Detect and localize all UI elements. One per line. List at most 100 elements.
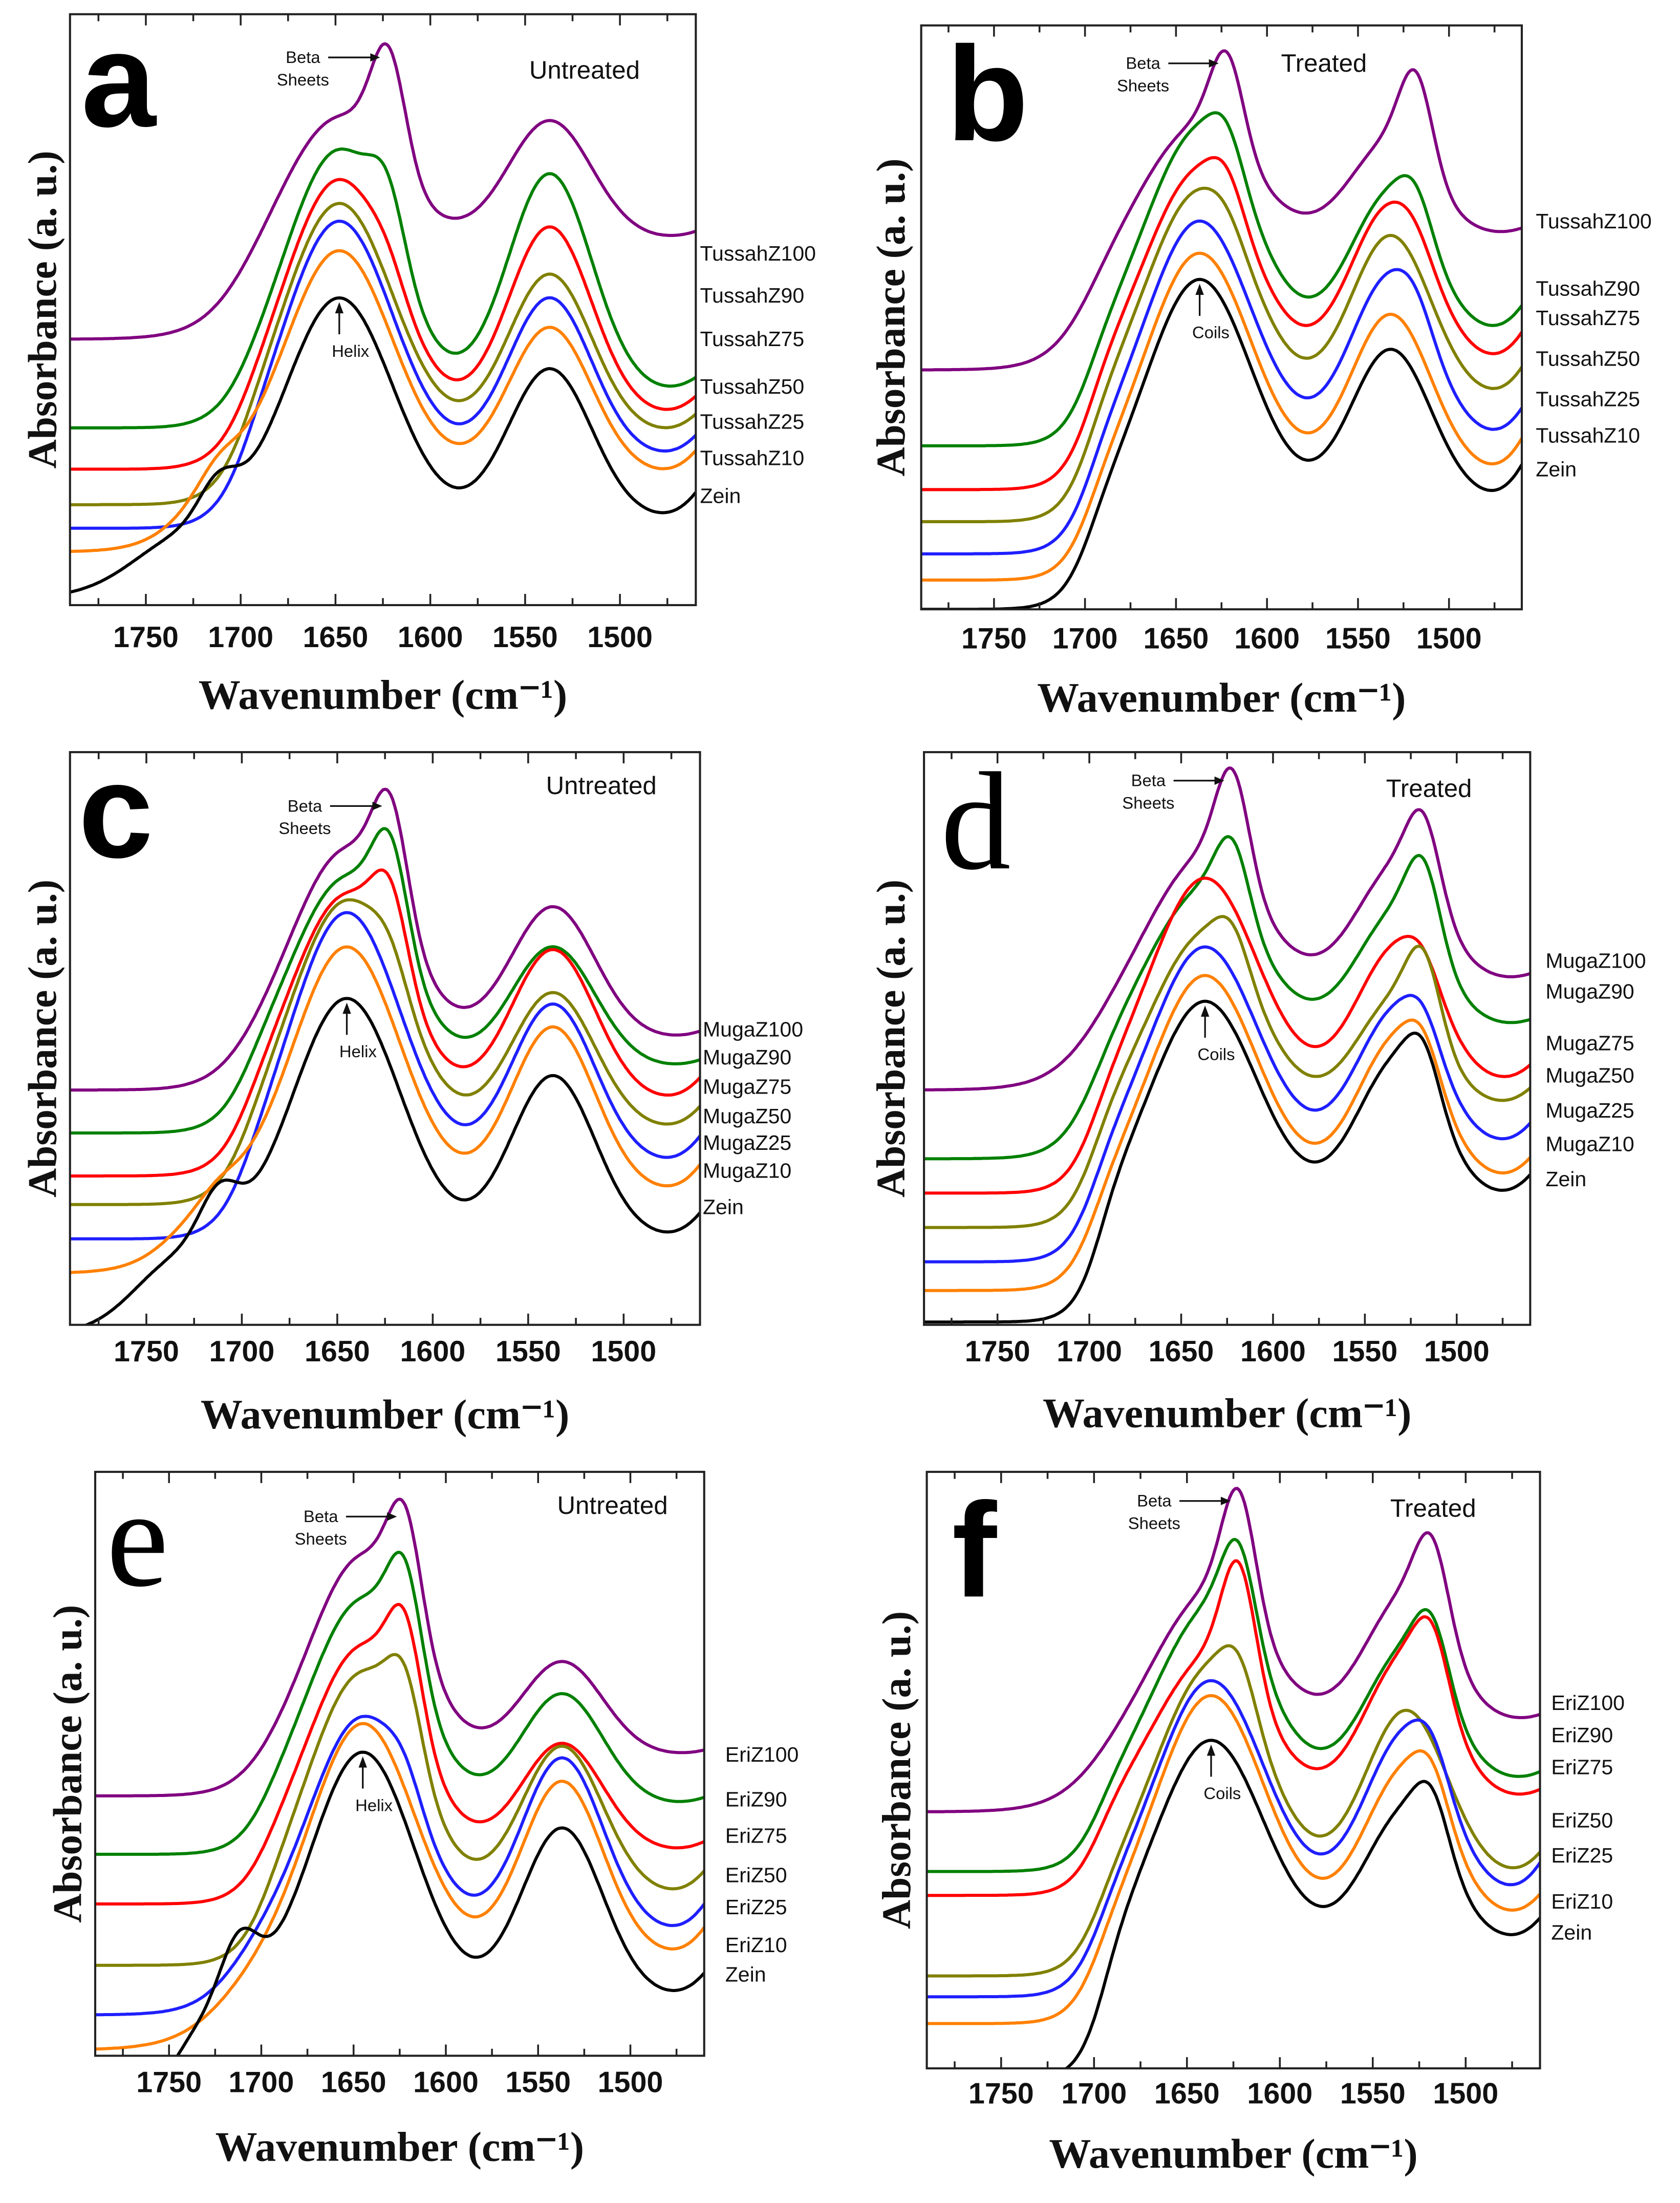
beta-label: Beta	[304, 1507, 338, 1526]
series-line-MugaZ75	[924, 876, 1531, 1195]
x-tick-label: 1500	[1424, 1335, 1490, 1368]
series-line-EriZ75	[95, 1602, 704, 1906]
x-tick-label: 1650	[1144, 623, 1209, 655]
panel-letter: a	[81, 5, 157, 155]
series-line-EriZ10	[95, 1722, 704, 2051]
beta-label: Beta	[288, 796, 322, 815]
x-tick-label: 1550	[496, 1335, 561, 1368]
legend-label-MugaZ10: MugaZ10	[1545, 1132, 1634, 1156]
x-tick-label: 1600	[1234, 623, 1300, 655]
beta-arrow-head-icon	[1220, 1496, 1231, 1505]
x-tick-label: 1600	[413, 2066, 479, 2099]
legend-label-TussahZ90: TussahZ90	[1536, 277, 1640, 301]
condition-label: Treated	[1390, 1494, 1476, 1522]
series-line-TussahZ10	[70, 249, 696, 553]
legend-label-Zein: Zein	[1545, 1167, 1586, 1191]
helix-arrow-head-icon	[358, 1756, 367, 1768]
helix-arrow-head-icon	[1207, 1744, 1216, 1756]
legend-label-EriZ10: EriZ10	[725, 1933, 787, 1957]
structure-label: Coils	[1198, 1045, 1235, 1064]
x-tick-label: 1550	[1332, 1335, 1398, 1368]
series-group	[927, 1487, 1540, 2069]
series-line-TussahZ10	[921, 251, 1522, 582]
legend-label-TussahZ75: TussahZ75	[700, 327, 805, 351]
y-axis-label: Absorbance (a. u.)	[20, 880, 65, 1197]
legend-label-MugaZ25: MugaZ25	[703, 1131, 791, 1154]
x-axis-label: Wavenumber (cm⁻¹)	[1037, 674, 1406, 721]
x-tick-label: 1500	[1433, 2077, 1498, 2110]
structure-label: Coils	[1192, 323, 1230, 342]
legend-label-MugaZ75: MugaZ75	[1545, 1032, 1634, 1055]
beta-arrow-head-icon	[370, 53, 380, 62]
series-line-Zein	[176, 1750, 704, 2056]
legend-label-TussahZ90: TussahZ90	[700, 284, 805, 307]
series-line-MugaZ25	[924, 945, 1531, 1264]
plot-frame	[69, 13, 697, 606]
beta-arrow-head-icon	[372, 802, 382, 810]
series-group	[70, 42, 696, 594]
y-axis-label: Absorbance (a. u.)	[874, 1611, 919, 1929]
structure-label: Coils	[1203, 1784, 1241, 1803]
series-line-Zein	[1064, 1739, 1540, 2069]
legend-label-EriZ25: EriZ25	[725, 1895, 787, 1919]
sheets-label: Sheets	[277, 70, 329, 89]
condition-label: Untreated	[557, 1491, 668, 1520]
series-line-MugaZ75	[70, 868, 700, 1178]
legend-label-MugaZ100: MugaZ100	[703, 1017, 803, 1041]
helix-arrow-head-icon	[342, 1002, 351, 1014]
series-group	[924, 766, 1531, 1324]
beta-label: Beta	[1137, 1491, 1172, 1510]
x-tick-label: 1500	[587, 621, 653, 654]
series-line-TussahZ50	[921, 186, 1522, 523]
series-line-EriZ50	[95, 1653, 704, 1967]
beta-arrow-head-icon	[1214, 776, 1224, 785]
legend-label-EriZ100: EriZ100	[725, 1743, 799, 1766]
x-axis-label: Wavenumber (cm⁻¹)	[216, 2124, 584, 2170]
legend-label-EriZ10: EriZ10	[1551, 1890, 1613, 1913]
legend-label-MugaZ50: MugaZ50	[1545, 1064, 1634, 1087]
x-tick-label: 1550	[505, 2066, 571, 2099]
x-tick-label: 1700	[229, 2066, 294, 2099]
x-tick-label: 1600	[398, 621, 463, 654]
panel-letter: b	[946, 18, 1028, 169]
legend-label-TussahZ25: TussahZ25	[700, 410, 805, 433]
x-tick-label: 1650	[305, 1335, 370, 1368]
series-line-MugaZ25	[70, 911, 700, 1240]
series-group	[70, 787, 700, 1325]
legend-label-MugaZ90: MugaZ90	[703, 1045, 791, 1069]
legend-label-EriZ50: EriZ50	[725, 1863, 787, 1887]
x-tick-label: 1600	[1240, 1335, 1306, 1368]
x-tick-label: 1600	[1247, 2077, 1312, 2110]
legend-label-TussahZ100: TussahZ100	[700, 242, 816, 265]
series-line-TussahZ75	[921, 156, 1522, 491]
panel-letter: f	[952, 1474, 998, 1625]
series-line-MugaZ10	[924, 974, 1531, 1292]
y-axis-label: Absorbance (a. u.)	[869, 158, 914, 476]
x-tick-label: 1750	[113, 621, 179, 654]
legend-label-Zein: Zein	[1551, 1920, 1592, 1944]
x-tick-label: 1500	[598, 2066, 663, 2099]
legend-label-MugaZ25: MugaZ25	[1545, 1099, 1634, 1122]
legend-label-TussahZ100: TussahZ100	[1536, 209, 1651, 233]
series-line-Zein	[70, 296, 696, 594]
x-tick-label: 1700	[208, 621, 273, 654]
y-axis-label: Absorbance (a. u.)	[869, 880, 914, 1197]
x-tick-label: 1750	[968, 2077, 1034, 2110]
condition-label: Untreated	[529, 56, 640, 84]
legend-label-Zein: Zein	[1536, 457, 1577, 481]
series-line-TussahZ25	[70, 219, 696, 530]
y-axis-label: Absorbance (a. u.)	[46, 1605, 91, 1923]
legend-label-EriZ75: EriZ75	[725, 1824, 787, 1848]
panel-d: MugaZ100 MugaZ90 MugaZ75 MugaZ50 MugaZ25 Muga…	[869, 744, 1646, 1436]
helix-arrow-head-icon	[1200, 1005, 1210, 1017]
beta-label: Beta	[1131, 771, 1166, 790]
series-line-MugaZ90	[924, 835, 1531, 1161]
x-tick-label: 1500	[1416, 623, 1482, 655]
series-line-MugaZ90	[70, 827, 700, 1135]
x-tick-label: 1700	[1057, 1335, 1122, 1368]
legend-label-TussahZ50: TussahZ50	[700, 375, 805, 398]
legend-label-Zein: Zein	[700, 484, 741, 507]
plot-frame	[94, 1470, 705, 2057]
legend-label-EriZ75: EriZ75	[1551, 1756, 1613, 1779]
